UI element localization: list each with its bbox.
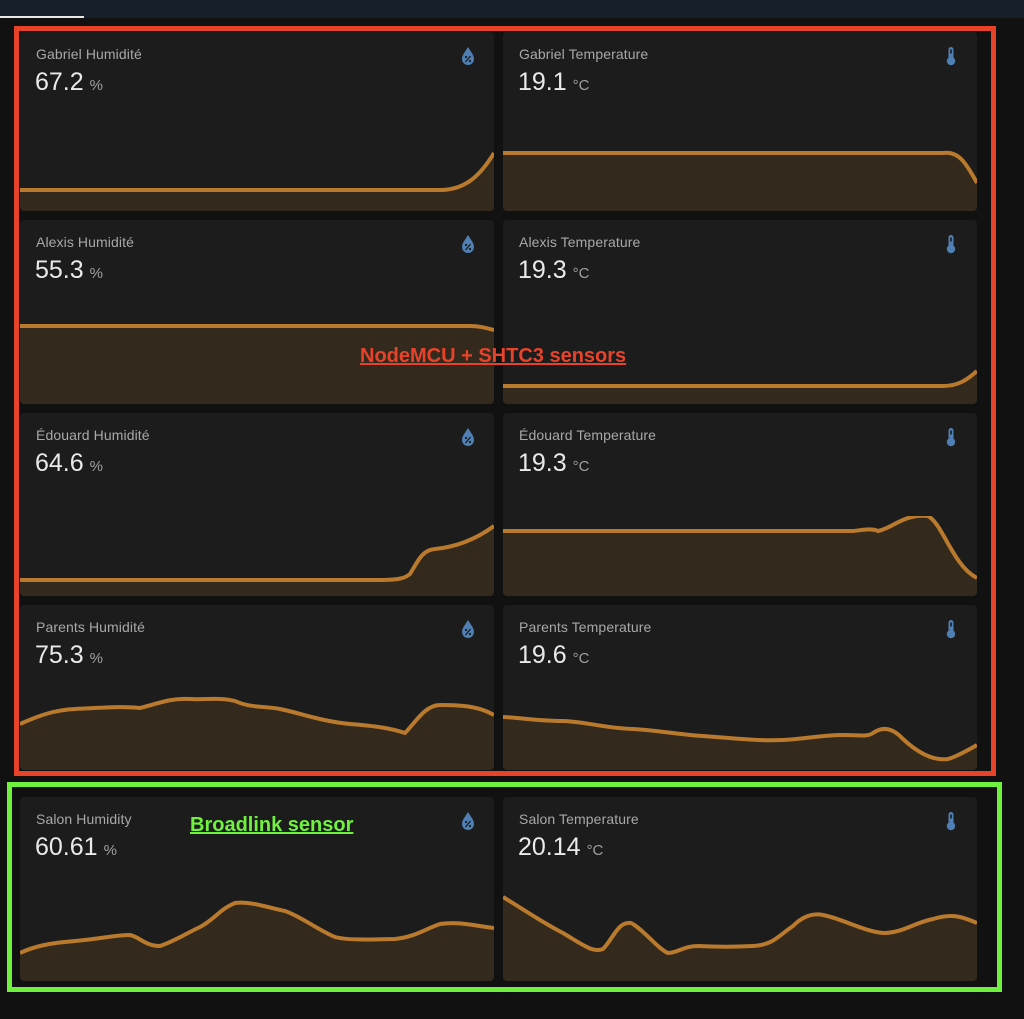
water-percent-icon (462, 235, 474, 253)
sensor-name: Gabriel Humidité (36, 46, 142, 62)
sensor-card-parents-temperature[interactable]: Parents Temperature 19.6 °C (503, 605, 977, 770)
sensor-value: 64.6% (35, 449, 104, 477)
sensor-card-parents-humidity[interactable]: Parents Humidité 75.3% (20, 605, 494, 770)
sensor-name: Salon Temperature (519, 811, 639, 827)
sensor-card-salon-temperature[interactable]: Salon Temperature 20.14 °C (503, 797, 977, 981)
sensor-card-alexis-temperature[interactable]: Alexis Temperature 19.3 °C (503, 220, 977, 404)
sensor-name: Parents Humidité (36, 619, 145, 635)
history-sparkline (20, 900, 494, 981)
history-sparkline (20, 696, 494, 770)
water-percent-icon (462, 428, 474, 446)
sensor-value: 19.6 °C (518, 641, 590, 669)
sensor-name: Édouard Humidité (36, 427, 150, 443)
sensor-name: Alexis Humidité (36, 234, 134, 250)
thermometer-icon (946, 812, 956, 831)
history-sparkline (503, 895, 977, 981)
water-percent-icon (462, 47, 474, 65)
sensor-value: 20.14 °C (518, 833, 604, 861)
broadlink-annotation-label: Broadlink sensor (190, 814, 354, 836)
sensor-value: 19.3 °C (518, 256, 590, 284)
sensor-name: Salon Humidity (36, 811, 132, 827)
active-tab-indicator[interactable] (0, 16, 84, 18)
sensor-card-alexis-humidity[interactable]: Alexis Humidité 55.3% (20, 220, 494, 404)
sensor-value: 67.2% (35, 68, 104, 96)
water-percent-icon (462, 812, 474, 830)
thermometer-icon (946, 428, 956, 447)
sensor-name: Édouard Temperature (519, 427, 657, 443)
history-sparkline (20, 324, 494, 404)
nodemcu-annotation-label: NodeMCU + SHTC3 sensors (360, 345, 627, 367)
thermometer-icon (946, 47, 956, 66)
thermometer-icon (946, 235, 956, 254)
sensor-name: Parents Temperature (519, 619, 652, 635)
sensor-card-edouard-temperature[interactable]: Édouard Temperature 19.3 °C (503, 413, 977, 596)
sensor-value: 60.61% (35, 833, 117, 861)
history-sparkline (503, 150, 977, 211)
sensor-value: 75.3% (35, 641, 104, 669)
sensor-card-edouard-humidity[interactable]: Édouard Humidité 64.6% (20, 413, 494, 596)
history-sparkline (503, 715, 977, 770)
sensor-name: Gabriel Temperature (519, 46, 649, 62)
history-sparkline (503, 516, 977, 596)
sensor-card-gabriel-humidity[interactable]: Gabriel Humidité 67.2% (20, 32, 494, 211)
sensor-card-salon-humidity[interactable]: Salon Humidity 60.61% (20, 797, 494, 981)
history-sparkline (503, 369, 977, 404)
sensor-card-gabriel-temperature[interactable]: Gabriel Temperature 19.1 °C (503, 32, 977, 211)
history-sparkline (20, 524, 494, 596)
sensor-value: 19.3 °C (518, 449, 590, 477)
thermometer-icon (946, 620, 956, 639)
sensor-value: 19.1 °C (518, 68, 590, 96)
sensor-name: Alexis Temperature (519, 234, 641, 250)
sensor-value: 55.3% (35, 256, 104, 284)
water-percent-icon (462, 620, 474, 638)
history-sparkline (20, 151, 494, 211)
top-app-bar (0, 0, 1024, 18)
